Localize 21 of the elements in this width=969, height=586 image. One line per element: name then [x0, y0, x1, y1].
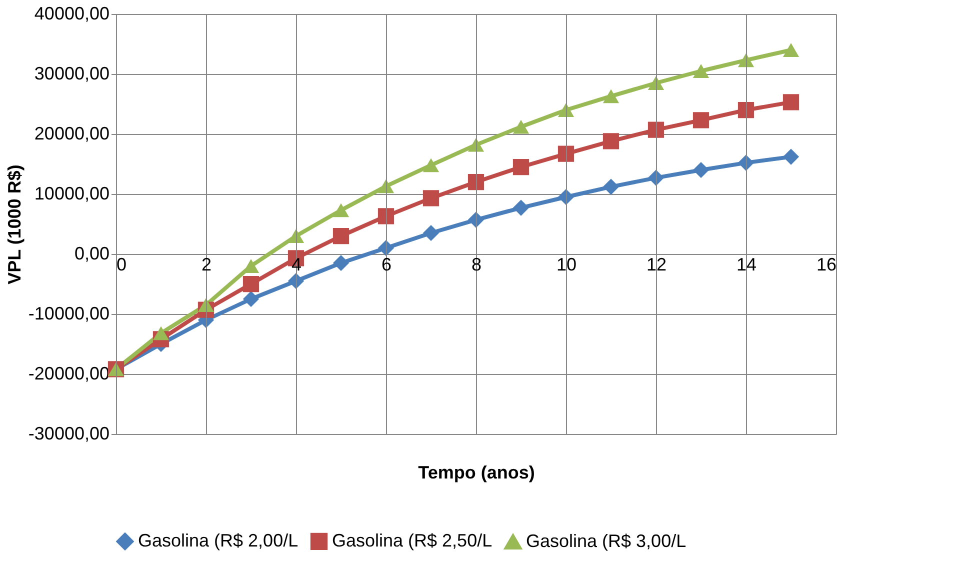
x-tick-label: 12 [646, 254, 667, 274]
x-tick-label: 2 [201, 254, 212, 274]
legend-label: Gasolina (R$ 2,00/L [138, 530, 298, 550]
y-axis-title: VPL (1000 R$) [4, 164, 24, 284]
y-tick-label: 0,00 [74, 244, 110, 264]
x-tick-label: 8 [471, 254, 482, 274]
y-tick-label: -10000,00 [28, 304, 110, 324]
y-tick-label: 40000,00 [34, 4, 110, 24]
x-tick-label: 14 [736, 254, 757, 274]
x-tick-label: 0 [116, 254, 127, 274]
x-tick-label: 6 [381, 254, 392, 274]
x-tick-label: 10 [556, 254, 577, 274]
legend-label: Gasolina (R$ 3,00/L [526, 530, 686, 551]
legend-label: Gasolina (R$ 2,50/L [332, 530, 492, 550]
x-tick-label: 16 [816, 254, 836, 274]
y-tick-label: -20000,00 [28, 364, 110, 384]
y-tick-label: 20000,00 [34, 124, 110, 144]
y-tick-label: 10000,00 [34, 184, 110, 204]
x-axis-title: Tempo (anos) [418, 462, 535, 482]
y-tick-label: -30000,00 [28, 424, 110, 444]
y-tick-label: 30000,00 [34, 64, 110, 84]
